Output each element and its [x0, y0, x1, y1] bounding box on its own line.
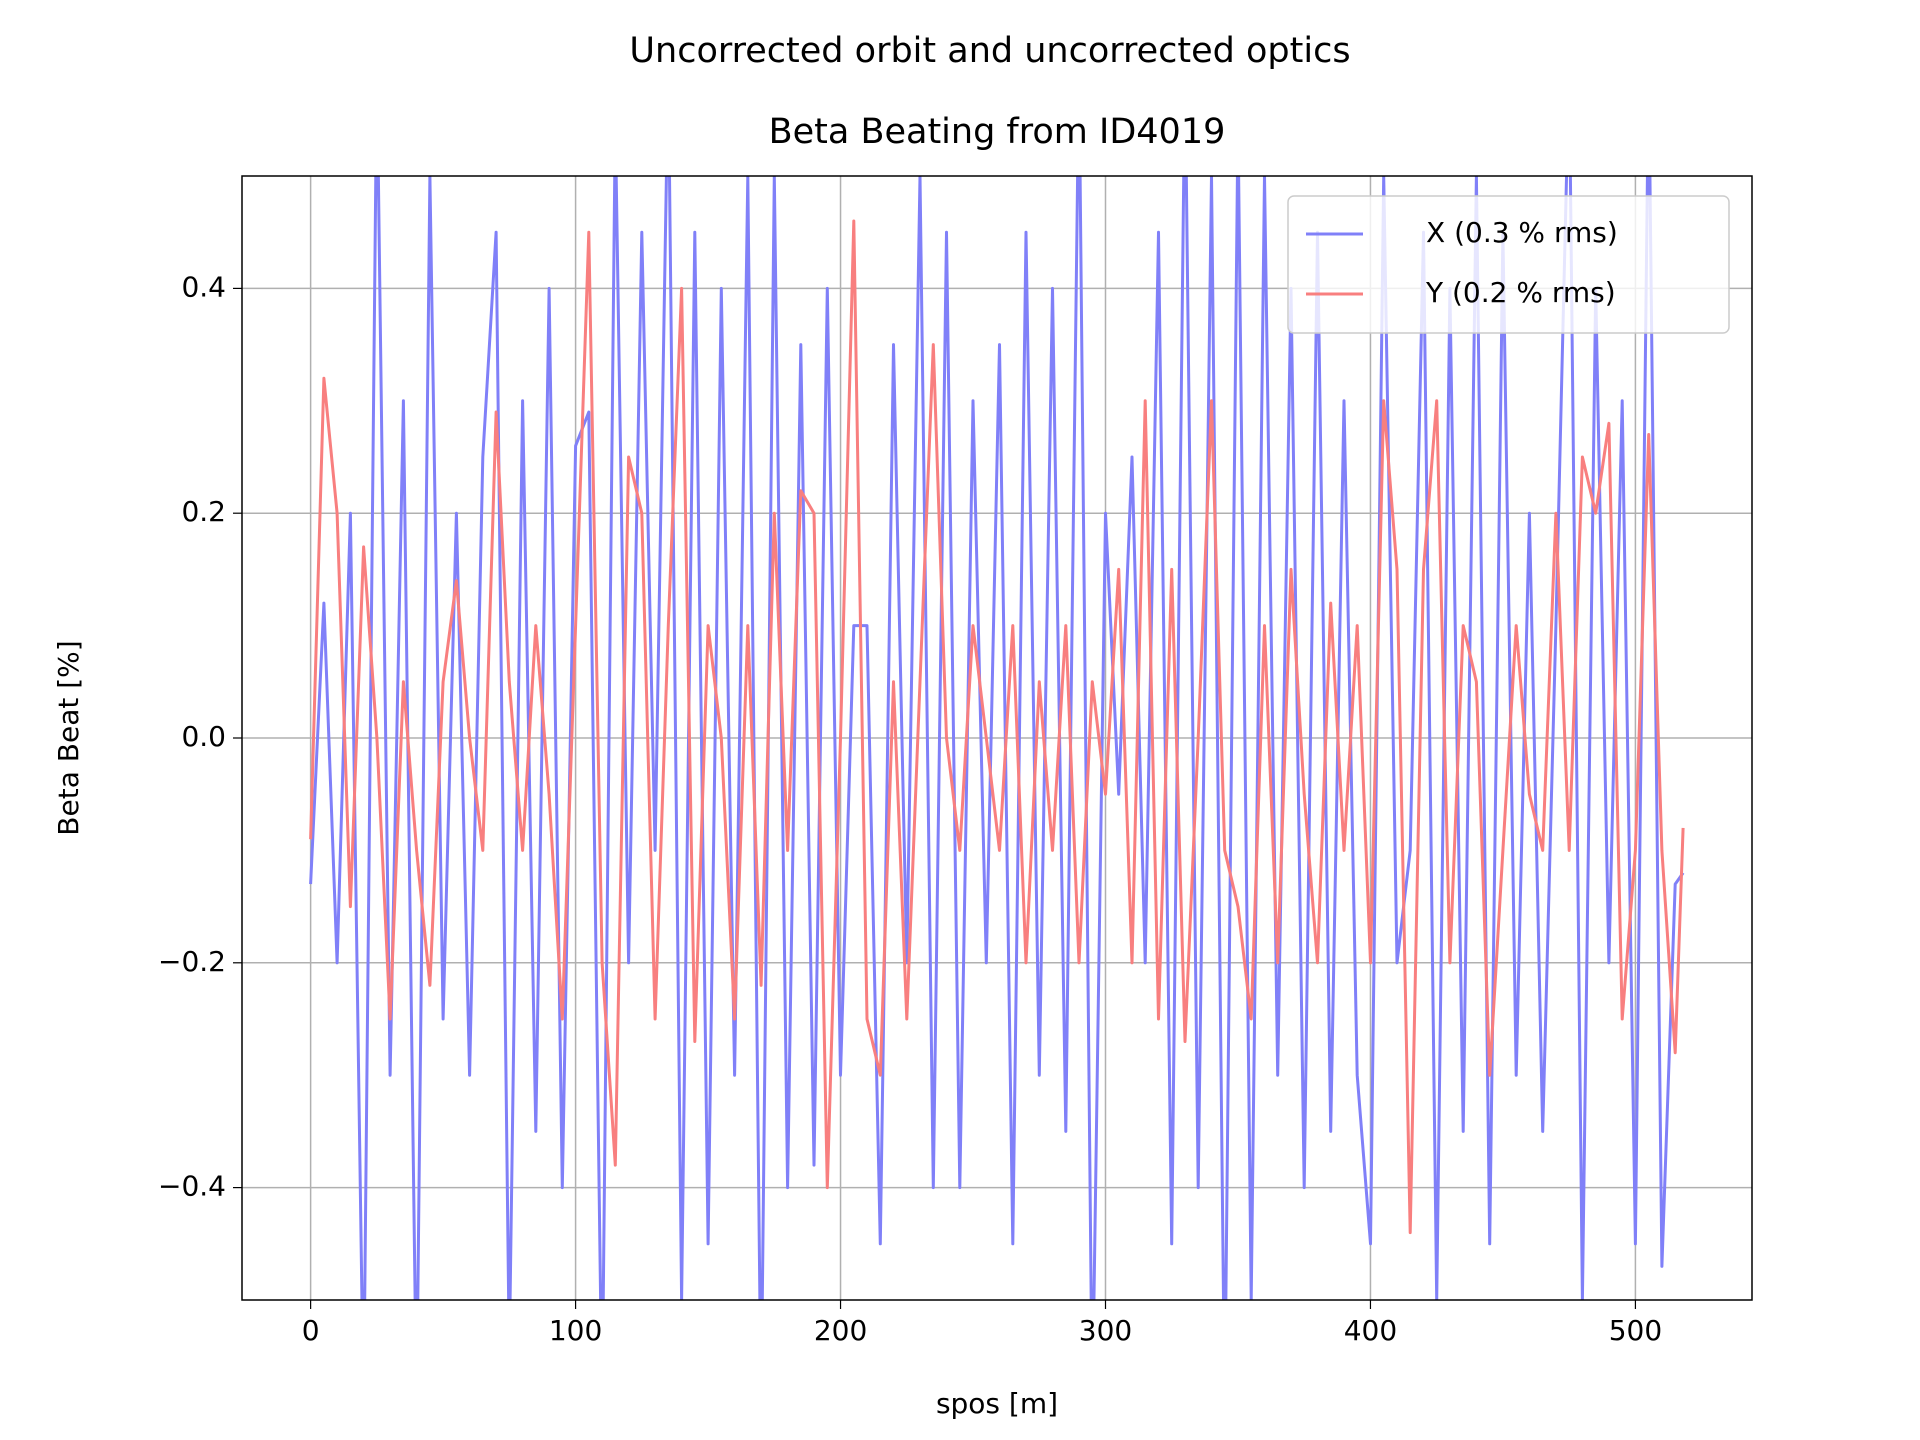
x-tick-label: 100	[549, 1314, 602, 1347]
x-tick-label: 400	[1344, 1314, 1397, 1347]
y-tick-label: −0.4	[158, 1170, 226, 1203]
axes-frame	[241, 175, 1753, 1301]
x-tick-label: 0	[302, 1314, 320, 1347]
suptitle: Uncorrected orbit and uncorrected optics	[629, 31, 1350, 71]
x-axis-label: spos [m]	[936, 1387, 1058, 1420]
x-tick-label: 200	[814, 1314, 867, 1347]
series-line	[309, 219, 1685, 1235]
plot-area	[309, 176, 1685, 1300]
x-tick-label: 500	[1609, 1314, 1662, 1347]
legend-label: Y (0.2 % rms)	[1425, 276, 1616, 309]
chart-title: Beta Beating from ID4019	[769, 112, 1226, 152]
legend-label: X (0.3 % rms)	[1426, 216, 1618, 249]
y-tick-label: −0.2	[158, 945, 226, 978]
y-tick-label: 0.2	[181, 495, 226, 528]
y-tick-label: 0.4	[181, 270, 226, 303]
x-tick-label: 300	[1079, 1314, 1132, 1347]
y-tick-label: 0.0	[181, 720, 226, 753]
legend-box	[1287, 195, 1730, 334]
y-axis-label: Beta Beat [%]	[52, 640, 85, 835]
series-line	[309, 176, 1685, 1300]
